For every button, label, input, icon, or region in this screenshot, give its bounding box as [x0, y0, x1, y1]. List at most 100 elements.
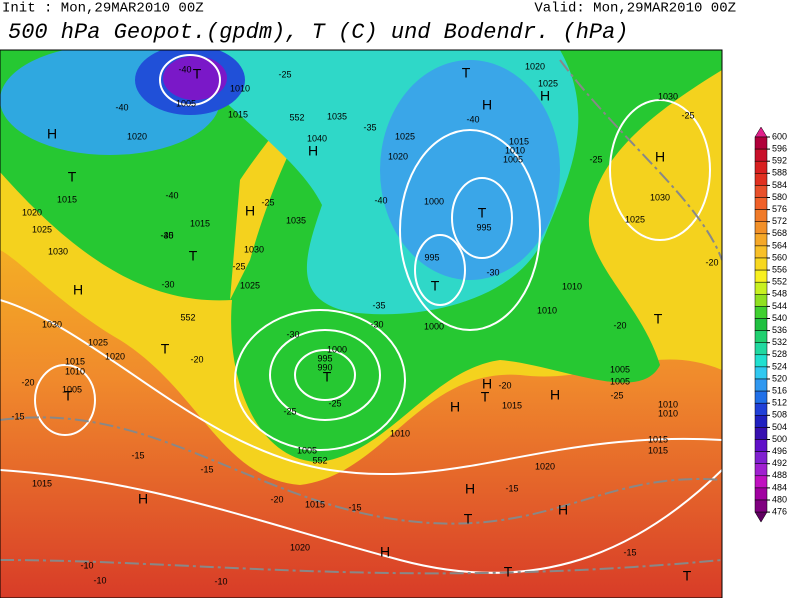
contour-label: 1015 — [648, 445, 668, 455]
colorbar-label: 532 — [772, 337, 787, 347]
colorbar-box — [754, 233, 768, 247]
contour-label: -20 — [613, 320, 626, 330]
contour-label: -35 — [363, 122, 376, 132]
pressure-center: H — [450, 399, 460, 415]
contour-label: 1015 — [502, 400, 522, 410]
colorbar-label: 552 — [772, 277, 787, 287]
pressure-center: H — [138, 491, 148, 507]
contour-label: -35 — [372, 300, 385, 310]
init-time: Init : Mon,29MAR2010 00Z — [2, 1, 204, 17]
colorbar-label: 524 — [772, 361, 787, 371]
colorbar-box — [754, 245, 768, 259]
colorbar-box — [754, 209, 768, 222]
contour-label: -25 — [610, 390, 623, 400]
contour-label: -15 — [200, 464, 213, 474]
pressure-center: T — [464, 511, 473, 527]
contour-label: 1000 — [327, 344, 347, 354]
colorbar-label: 576 — [772, 204, 787, 214]
contour-label: 1010 — [537, 305, 557, 315]
pressure-center: H — [540, 88, 550, 104]
contour-label: 1005 — [176, 98, 196, 108]
contour-label: -35 — [160, 230, 173, 240]
contour-label: 1025 — [88, 337, 108, 347]
colorbar-box — [754, 390, 768, 404]
contour-label: 1015 — [190, 218, 210, 228]
colorbar-label: 572 — [772, 216, 787, 226]
contour-label: -15 — [131, 450, 144, 460]
pressure-center: T — [478, 205, 487, 221]
colorbar-label: 544 — [772, 301, 787, 311]
colorbar-label: 560 — [772, 252, 787, 262]
contour-label: 1020 — [105, 351, 125, 361]
colorbar-box — [754, 475, 768, 489]
colorbar-box — [754, 499, 768, 513]
pressure-center: T — [654, 311, 663, 327]
colorbar-box — [754, 173, 768, 186]
contour-label: -25 — [681, 110, 694, 120]
pressure-center: H — [465, 481, 475, 497]
contour-label: -10 — [80, 560, 93, 570]
contour-label: -40 — [466, 114, 479, 124]
colorbar-label: 492 — [772, 458, 787, 468]
pressure-center: T — [64, 388, 73, 404]
pressure-center: T — [68, 169, 77, 185]
pressure-center: H — [47, 126, 57, 142]
contour-label: -20 — [270, 494, 283, 504]
contour-label: -15 — [505, 483, 518, 493]
contour-label: 1010 — [562, 281, 582, 291]
pressure-center: T — [683, 568, 692, 584]
contour-label: -15 — [348, 502, 361, 512]
colorbar-label: 500 — [772, 434, 787, 444]
colorbar-label: 476 — [772, 506, 787, 516]
contour-label: -25 — [278, 69, 291, 79]
pressure-center: T — [189, 248, 198, 264]
contour-label: 1015 — [648, 434, 668, 444]
valid-time: Valid: Mon,29MAR2010 00Z — [534, 1, 736, 17]
colorbar-label: 480 — [772, 494, 787, 504]
pressure-center: H — [550, 387, 560, 403]
pressure-center: H — [308, 143, 318, 159]
pressure-center: T — [431, 278, 440, 294]
contour-label: -30 — [161, 279, 174, 289]
colorbar-label: 592 — [772, 156, 787, 166]
colorbar-box — [754, 463, 768, 477]
contour-label: 1030 — [650, 192, 670, 202]
contour-label: 1030 — [658, 91, 678, 101]
contour-label: -10 — [214, 576, 227, 586]
pressure-center: T — [504, 564, 513, 580]
contour-label: 995 — [424, 252, 439, 262]
blue-zone — [380, 60, 560, 280]
colorbar-cap — [754, 511, 768, 523]
contour-label: 1015 — [57, 194, 77, 204]
contour-label: 1005 — [297, 445, 317, 455]
map-title: 500 hPa Geopot.(gpdm), T (C) und Bodendr… — [8, 20, 629, 45]
contour-label: -20 — [705, 257, 718, 267]
contour-label: 552 — [180, 312, 195, 322]
contour-label: -20 — [498, 380, 511, 390]
colorbar-box — [754, 269, 768, 283]
pressure-center: T — [323, 369, 332, 385]
pressure-center: H — [655, 149, 665, 165]
colorbar-box — [754, 221, 768, 235]
colorbar-label: 588 — [772, 168, 787, 178]
colorbar-label: 596 — [772, 143, 787, 153]
pressure-center: H — [245, 203, 255, 219]
colorbar-label: 516 — [772, 385, 787, 395]
contour-label: 1020 — [290, 542, 310, 552]
contour-label: -15 — [623, 547, 636, 557]
contour-label: 1005 — [610, 364, 630, 374]
colorbar-box — [754, 342, 768, 356]
contour-label: 995 — [317, 353, 332, 363]
contour-label: -40 — [374, 195, 387, 205]
isotherms — [0, 59, 722, 575]
contour-label: 990 — [317, 362, 332, 372]
pressure-center: T — [193, 66, 202, 82]
colorbar-label: 556 — [772, 264, 787, 274]
colorbar-label: 528 — [772, 349, 787, 359]
colorbar-label: 600 — [772, 131, 787, 141]
contour-label: -15 — [11, 411, 24, 421]
colorbar-box — [754, 451, 768, 464]
colorbar-label: 584 — [772, 180, 787, 190]
colorbar-box — [754, 487, 768, 501]
isobars — [0, 54, 722, 574]
